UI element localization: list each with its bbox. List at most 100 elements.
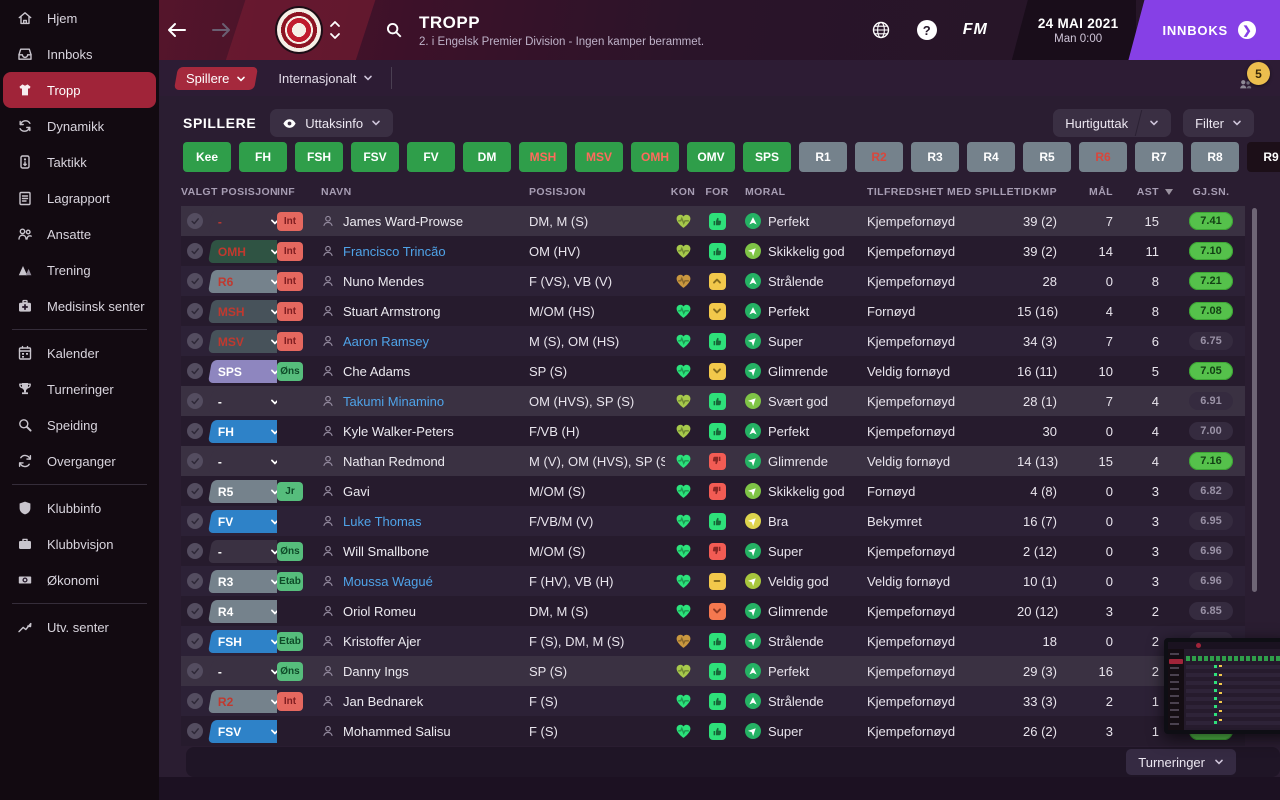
- player-name[interactable]: Francisco Trincão: [343, 243, 446, 259]
- selected-position-dropdown[interactable]: MSV: [207, 329, 277, 353]
- player-row[interactable]: - Øns Danny Ings SP (S) Perfekt Kjempefornøyd…: [181, 656, 1245, 686]
- sidebar-item-turneringer[interactable]: Turneringer: [3, 371, 156, 407]
- search-icon[interactable]: [385, 21, 403, 39]
- sidebar-item-lagrapport[interactable]: Lagrapport: [3, 180, 156, 216]
- player-row[interactable]: MSH Int Stuart Armstrong M/OM (HS) Perfekt Fo…: [181, 296, 1245, 326]
- club-crest[interactable]: [277, 8, 321, 52]
- row-select-checkbox[interactable]: [187, 513, 203, 529]
- sidebar-item-overganger[interactable]: Overganger: [3, 443, 156, 479]
- info-badge[interactable]: Etab: [277, 571, 303, 591]
- filter-chip-sps[interactable]: SPS: [743, 142, 791, 172]
- col-navn[interactable]: NAVN: [321, 186, 352, 198]
- sidebar-item-klubbvisjon[interactable]: Klubbvisjon: [3, 526, 156, 562]
- back-button[interactable]: [159, 22, 199, 38]
- selected-position-dropdown[interactable]: FSH: [207, 629, 277, 653]
- player-row[interactable]: - Nathan Redmond M (V), OM (HVS), SP (S) Gl…: [181, 446, 1245, 476]
- mini-preview-overlay[interactable]: [1164, 638, 1280, 734]
- info-badge[interactable]: Øns: [277, 661, 306, 681]
- sidebar-item-tropp[interactable]: Tropp: [3, 72, 156, 108]
- filter-chip-fsh[interactable]: FSH: [295, 142, 343, 172]
- player-name[interactable]: Moussa Wagué: [343, 573, 433, 589]
- selected-position-dropdown[interactable]: R6: [207, 269, 277, 293]
- player-row[interactable]: R2 Int Jan Bednarek F (S) Strålende Kjempefor…: [181, 686, 1245, 716]
- filter-chip-r4[interactable]: R4: [967, 142, 1015, 172]
- filter-chip-r2[interactable]: R2: [855, 142, 903, 172]
- player-name[interactable]: Nuno Mendes: [343, 273, 424, 289]
- quick-pick-dropdown[interactable]: Hurtiguttak: [1053, 109, 1172, 137]
- row-select-checkbox[interactable]: [187, 663, 203, 679]
- info-badge[interactable]: Øns: [277, 541, 303, 561]
- selected-position-dropdown[interactable]: R4: [207, 599, 277, 623]
- tab-internasjonalt[interactable]: Internasjonalt: [272, 67, 379, 90]
- selected-position-dropdown[interactable]: -: [207, 389, 277, 413]
- col-valgt-posisjon[interactable]: VALGT POSISJON: [181, 186, 279, 198]
- notification-badge[interactable]: 5: [1240, 62, 1270, 89]
- filter-chip-fh[interactable]: FH: [239, 142, 287, 172]
- player-row[interactable]: OMH Int Francisco Trincão OM (HV) Skikkelig …: [181, 236, 1245, 266]
- filter-chip-fsv[interactable]: FSV: [351, 142, 399, 172]
- filter-chip-r3[interactable]: R3: [911, 142, 959, 172]
- player-name[interactable]: Mohammed Salisu: [343, 723, 451, 739]
- selected-position-dropdown[interactable]: -: [207, 449, 277, 473]
- sidebar-item-klubbinfo[interactable]: Klubbinfo: [3, 490, 156, 526]
- selected-position-dropdown[interactable]: -: [207, 659, 277, 683]
- player-name[interactable]: Will Smallbone: [343, 543, 429, 559]
- filter-chip-fv[interactable]: FV: [407, 142, 455, 172]
- selected-position-dropdown[interactable]: FH: [207, 419, 277, 443]
- row-select-checkbox[interactable]: [187, 693, 203, 709]
- row-select-checkbox[interactable]: [187, 243, 203, 259]
- sidebar-item-taktikk[interactable]: Taktikk: [3, 144, 156, 180]
- selected-position-dropdown[interactable]: SPS: [207, 359, 277, 383]
- row-select-checkbox[interactable]: [187, 633, 203, 649]
- selected-position-dropdown[interactable]: -: [207, 539, 277, 563]
- player-row[interactable]: FSV Mohammed Salisu F (S) Super Kjempefornøy…: [181, 716, 1245, 746]
- player-row[interactable]: MSV Int Aaron Ramsey M (S), OM (HS) Super Kje…: [181, 326, 1245, 356]
- player-row[interactable]: FH Kyle Walker-Peters F/VB (H) Perfekt Kjemp…: [181, 416, 1245, 446]
- row-select-checkbox[interactable]: [187, 213, 203, 229]
- sidebar-item-ansatte[interactable]: Ansatte: [3, 216, 156, 252]
- info-badge[interactable]: Int: [277, 271, 306, 291]
- player-name[interactable]: Jan Bednarek: [343, 693, 424, 709]
- sidebar-item-hjem[interactable]: Hjem: [3, 0, 156, 36]
- view-selector-dropdown[interactable]: Uttaksinfo: [270, 109, 394, 137]
- selected-position-dropdown[interactable]: OMH: [207, 239, 277, 263]
- sidebar-item-utv-senter[interactable]: Utv. senter: [3, 609, 156, 645]
- player-row[interactable]: - Øns Will Smallbone M/OM (S) Super Kjempefor…: [181, 536, 1245, 566]
- player-name[interactable]: Danny Ings: [343, 663, 409, 679]
- row-select-checkbox[interactable]: [187, 423, 203, 439]
- competitions-dropdown[interactable]: Turneringer: [1126, 749, 1236, 775]
- continue-inbox-button[interactable]: INNBOKS ❯: [1128, 0, 1280, 60]
- selected-position-dropdown[interactable]: R2: [207, 689, 277, 713]
- player-name[interactable]: Nathan Redmond: [343, 453, 445, 469]
- info-badge[interactable]: Int: [277, 301, 306, 321]
- filter-chip-omh[interactable]: OMH: [631, 142, 679, 172]
- help-icon[interactable]: ?: [916, 20, 937, 40]
- col-inf[interactable]: INF: [277, 186, 296, 198]
- player-name[interactable]: Gavi: [343, 483, 370, 499]
- row-select-checkbox[interactable]: [187, 543, 203, 559]
- player-name[interactable]: Stuart Armstrong: [343, 303, 441, 319]
- col-kon[interactable]: KON: [670, 186, 696, 198]
- filter-chip-dm[interactable]: DM: [463, 142, 511, 172]
- filter-chip-omv[interactable]: OMV: [687, 142, 735, 172]
- player-row[interactable]: FV Luke Thomas F/VB/M (V) Bra Bekymret 16 (7)…: [181, 506, 1245, 536]
- selected-position-dropdown[interactable]: FV: [207, 509, 277, 533]
- filter-chip-kee[interactable]: Kee: [183, 142, 231, 172]
- forward-button[interactable]: [199, 22, 239, 38]
- col-posisjon[interactable]: POSISJON: [529, 186, 586, 198]
- row-select-checkbox[interactable]: [187, 303, 203, 319]
- filter-chip-r8[interactable]: R8: [1191, 142, 1239, 172]
- row-select-checkbox[interactable]: [187, 573, 203, 589]
- row-select-checkbox[interactable]: [187, 363, 203, 379]
- player-row[interactable]: SPS Øns Che Adams SP (S) Glimrende Veldig for…: [181, 356, 1245, 386]
- player-row[interactable]: FSH Etab Kristoffer Ajer F (S), DM, M (S) St…: [181, 626, 1245, 656]
- info-badge[interactable]: Øns: [277, 361, 303, 381]
- filter-chip-r1[interactable]: R1: [799, 142, 847, 172]
- row-select-checkbox[interactable]: [187, 603, 203, 619]
- filter-chip-msh[interactable]: MSH: [519, 142, 567, 172]
- row-select-checkbox[interactable]: [187, 723, 203, 739]
- col-kmp[interactable]: KMP: [1032, 186, 1057, 198]
- row-select-checkbox[interactable]: [187, 453, 203, 469]
- row-select-checkbox[interactable]: [187, 393, 203, 409]
- selected-position-dropdown[interactable]: MSH: [207, 299, 277, 323]
